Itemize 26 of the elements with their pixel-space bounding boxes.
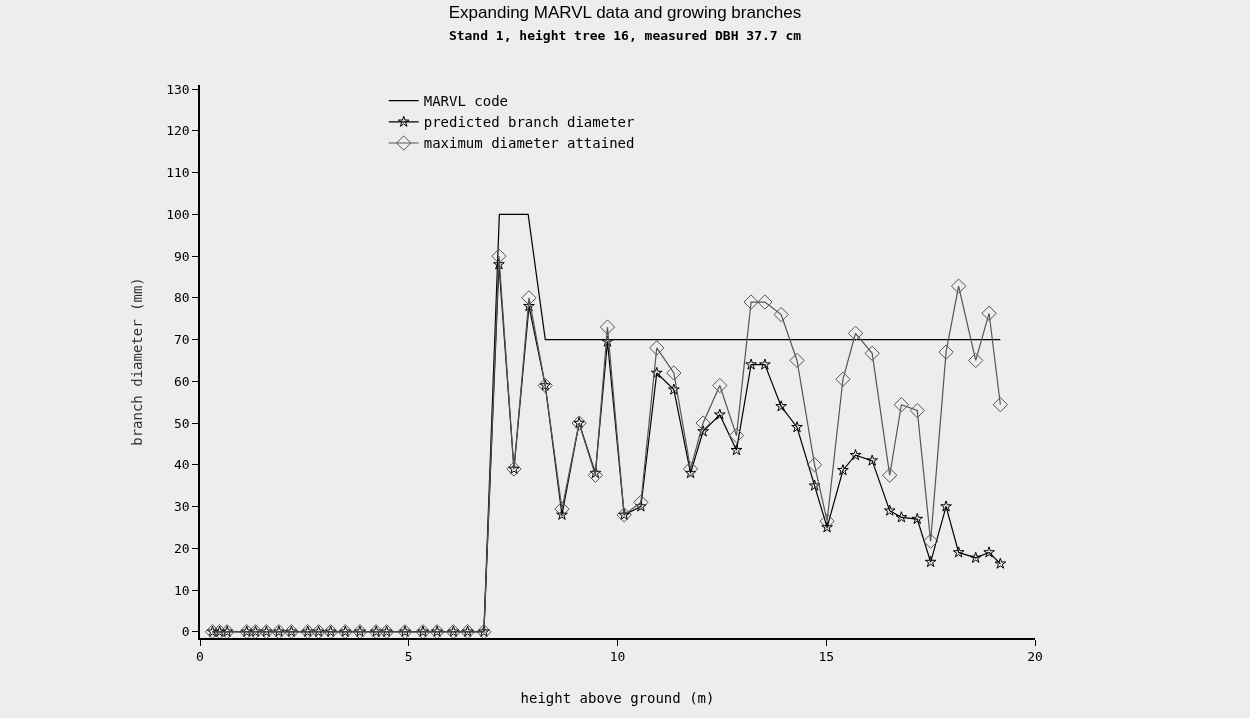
x-tick-label: 0 (196, 649, 204, 665)
legend-label: predicted branch diameter (423, 114, 635, 131)
legend-label: maximum diameter attained (423, 135, 635, 152)
y-tick-label: 80 (173, 290, 190, 306)
y-tick-label: 40 (173, 457, 190, 473)
y-tick-label: 0 (181, 624, 190, 640)
y-tick-label: 90 (173, 248, 190, 264)
x-tick-label: 15 (818, 649, 835, 665)
y-tick-label: 100 (166, 206, 190, 222)
y-tick-label: 30 (173, 499, 190, 515)
y-tick-label: 120 (166, 123, 190, 139)
y-tick-label: 60 (173, 373, 190, 389)
x-tick-label: 10 (609, 649, 626, 665)
y-tick-label: 130 (166, 81, 190, 97)
x-tick-label: 20 (1027, 649, 1043, 665)
x-axis-title: height above ground (m) (520, 690, 715, 707)
x-tick-label: 5 (404, 649, 413, 665)
y-tick-label: 70 (173, 332, 190, 348)
chart-subtitle: Stand 1, height tree 16, measured DBH 37.7 cm (448, 28, 802, 44)
y-tick-label: 110 (166, 165, 190, 181)
y-tick-label: 20 (173, 540, 190, 556)
y-axis-title: branch diameter (mm) (129, 277, 146, 446)
y-tick-label: 10 (173, 582, 190, 598)
legend-label: MARVL code (423, 93, 508, 110)
chart-title: Expanding MARVL data and growing branches (448, 2, 802, 22)
y-tick-label: 50 (173, 415, 190, 431)
